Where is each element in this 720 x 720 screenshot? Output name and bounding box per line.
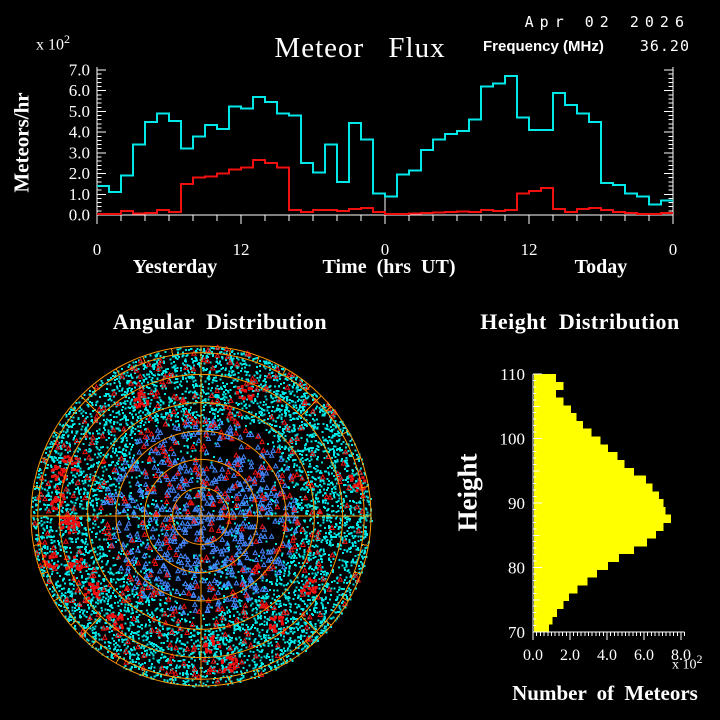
x-axis-label-yesterday: Yesterday <box>132 256 218 278</box>
svg-text:0.0: 0.0 <box>69 206 90 225</box>
height-bar <box>534 514 671 523</box>
svg-text:3.0: 3.0 <box>69 143 90 162</box>
polar-grid <box>30 345 372 687</box>
frequency-value: 36.20 <box>639 37 690 55</box>
height-bar <box>534 413 577 422</box>
height-bar <box>534 389 557 398</box>
svg-text:0: 0 <box>93 240 102 259</box>
series-reference-flux <box>97 159 673 215</box>
height-bar <box>534 592 570 602</box>
x-axis-label-time: Time (hrs UT) <box>322 256 456 278</box>
height-bar <box>534 538 647 547</box>
height-bar <box>534 405 571 414</box>
height-bar <box>534 467 634 477</box>
flux-y-multiplier-exponent: 2 <box>64 32 70 46</box>
height-bar <box>534 585 578 594</box>
height-bar <box>534 561 608 570</box>
frequency-label: Frequency (MHz) <box>483 38 604 55</box>
height-bar <box>534 499 664 508</box>
height-x-multiplier-exponent: 2 <box>696 652 703 666</box>
height-x-multiplier-base: x 10 <box>672 657 697 673</box>
flux-y-multiplier-base: x 10 <box>36 36 64 54</box>
svg-text:4.0: 4.0 <box>69 123 90 142</box>
height-bar <box>534 553 620 563</box>
height-bar <box>534 530 657 539</box>
svg-text:1.0: 1.0 <box>69 185 90 204</box>
height-bar <box>534 460 625 469</box>
flux-chart: 0.0 1.0 2.0 3.04.0 5.0 6.07.0 0 12 0 12 0 <box>69 61 678 260</box>
frequency-readout: Frequency (MHz) 36.20 <box>483 37 690 55</box>
svg-text:2.0: 2.0 <box>69 164 90 183</box>
height-bar <box>534 608 558 617</box>
height-bar <box>534 506 666 516</box>
height-bar <box>534 616 553 625</box>
series-observed-flux <box>97 75 673 206</box>
x-axis-label-today: Today <box>574 256 628 278</box>
height-bar <box>534 624 549 633</box>
angular-distribution-title: Angular Distribution <box>112 309 328 334</box>
svg-text:5.0: 5.0 <box>69 102 90 121</box>
height-bar <box>534 420 584 430</box>
red-echo-clumps <box>41 385 367 673</box>
height-bar <box>534 491 659 500</box>
height-x-multiplier: x 102 <box>672 652 703 674</box>
height-bar <box>534 546 634 555</box>
height-bar <box>534 444 608 453</box>
svg-text:12: 12 <box>233 240 250 259</box>
height-bars <box>534 374 671 633</box>
date-readout: Apr 02 2026 <box>524 13 690 31</box>
height-distribution-title: Height Distribution <box>480 309 680 334</box>
height-bar <box>534 483 653 492</box>
height-bar <box>534 600 564 609</box>
height-bar <box>534 475 646 484</box>
height-bar <box>534 374 557 383</box>
svg-text:12: 12 <box>521 240 538 259</box>
svg-text:0: 0 <box>381 240 390 259</box>
flux-y-multiplier: x 102 <box>36 32 70 54</box>
height-bar <box>534 577 588 586</box>
height-bar <box>534 381 564 391</box>
angular-distribution-plot <box>30 344 373 688</box>
svg-text:7.0: 7.0 <box>69 61 90 80</box>
svg-text:6.0: 6.0 <box>69 81 90 100</box>
height-bar <box>534 452 618 461</box>
page-title: Meteor Flux <box>274 32 446 64</box>
flux-y-axis-label: Meteors/hr <box>9 92 34 193</box>
height-bar <box>534 436 601 445</box>
red-echoes <box>31 344 366 684</box>
svg-text:0: 0 <box>669 240 678 259</box>
height-x-axis-label: Number of Meteors <box>512 681 698 705</box>
height-bar <box>534 569 597 578</box>
height-bar <box>534 397 564 406</box>
height-bar <box>534 428 592 437</box>
height-bar <box>534 522 664 531</box>
height-y-axis-label: Height <box>452 453 483 532</box>
